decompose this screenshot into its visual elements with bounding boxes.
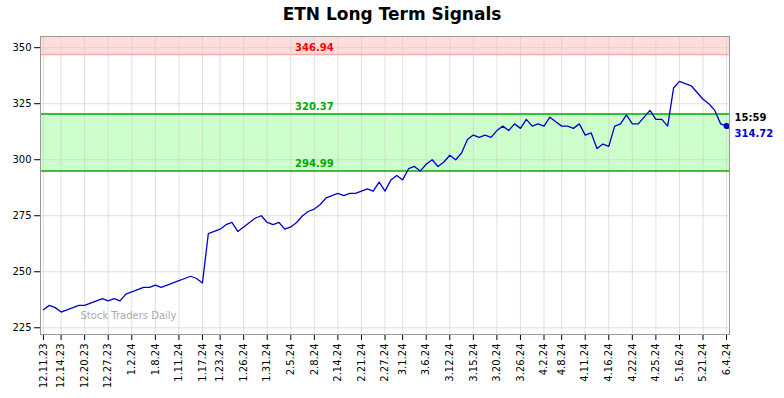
svg-text:225: 225 [12,322,31,333]
svg-text:4.2.24: 4.2.24 [538,344,549,376]
svg-text:1.31.24: 1.31.24 [261,344,272,382]
svg-text:300: 300 [12,154,31,165]
svg-text:1.8.24: 1.8.24 [150,344,161,376]
svg-text:3.26.24: 3.26.24 [515,344,526,382]
svg-text:4.22.24: 4.22.24 [627,344,638,382]
svg-text:2.27.24: 2.27.24 [379,344,390,382]
svg-text:1.23.24: 1.23.24 [214,344,225,382]
svg-text:2.14.24: 2.14.24 [332,344,343,382]
svg-text:350: 350 [12,42,31,53]
svg-text:1.11.24: 1.11.24 [173,344,184,382]
svg-text:15:59: 15:59 [735,112,767,123]
svg-text:1.17.24: 1.17.24 [197,344,208,382]
svg-text:12.11.23: 12.11.23 [38,344,49,389]
svg-text:4.11.24: 4.11.24 [579,344,590,382]
svg-text:12.14.23: 12.14.23 [55,344,66,389]
svg-text:Stock Traders Daily: Stock Traders Daily [81,310,177,321]
svg-text:5.16.24: 5.16.24 [674,344,685,382]
svg-text:2.21.24: 2.21.24 [356,344,367,382]
svg-text:2.5.24: 2.5.24 [285,344,296,376]
svg-text:6.4.24: 6.4.24 [721,344,732,376]
svg-text:5.21.24: 5.21.24 [697,344,708,382]
svg-text:320.37: 320.37 [295,101,334,112]
svg-text:3.12.24: 3.12.24 [444,344,455,382]
svg-text:3.6.24: 3.6.24 [420,344,431,376]
svg-text:346.94: 346.94 [295,42,334,53]
svg-text:1.2.24: 1.2.24 [126,344,137,376]
svg-text:4.8.24: 4.8.24 [556,344,567,376]
html-text:ETN Long Term Signals: ETN Long Term Signals [282,4,502,24]
svg-text:3.20.24: 3.20.24 [491,344,502,382]
svg-text:294.99: 294.99 [295,158,334,169]
svg-text:4.16.24: 4.16.24 [603,344,614,382]
svg-text:1.26.24: 1.26.24 [238,344,249,382]
svg-text:325: 325 [12,98,31,109]
svg-text:12.27.23: 12.27.23 [102,344,113,389]
svg-text:3.15.24: 3.15.24 [468,344,479,382]
svg-text:2.8.24: 2.8.24 [309,344,320,376]
svg-text:3.1.24: 3.1.24 [397,344,408,376]
svg-text:314.72: 314.72 [735,128,774,139]
svg-text:275: 275 [12,210,31,221]
svg-text:250: 250 [12,266,31,277]
svg-text:12.20.23: 12.20.23 [79,344,90,389]
svg-text:4.25.24: 4.25.24 [650,344,661,382]
